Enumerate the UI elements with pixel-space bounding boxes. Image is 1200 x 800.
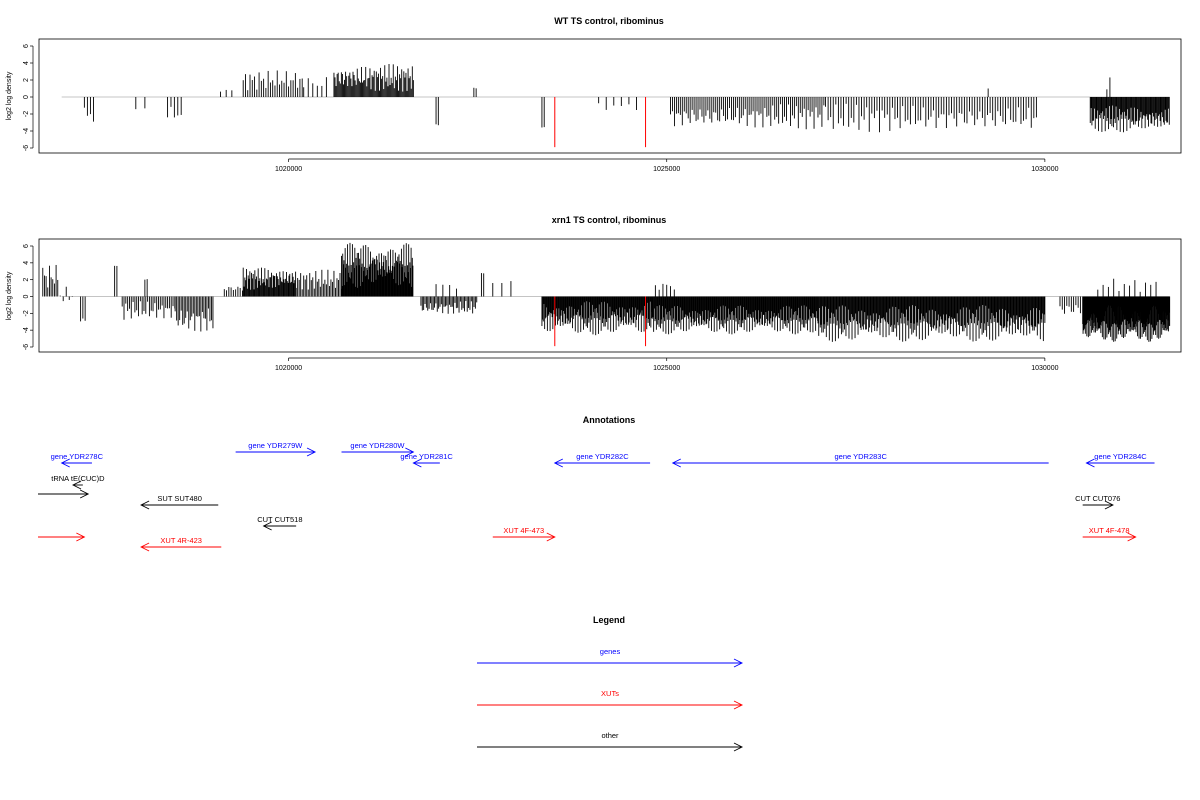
annotation-label: gene YDR281C <box>400 452 453 461</box>
wt-x-tick-label: 1025000 <box>653 166 680 173</box>
annotation-label: XUT 4F-478 <box>1089 526 1130 535</box>
wt-y-axis-label: log2 log density <box>6 71 13 120</box>
xrn1-y-tick-label: 0 <box>23 294 30 298</box>
xrn1-x-tick-label: 1030000 <box>1031 365 1058 372</box>
annotation-arrowhead <box>546 532 556 542</box>
annotation-feature: gene YDR279W <box>235 441 317 457</box>
annotation-feature: XUT 4F-478 <box>1082 526 1137 542</box>
annotation-label: gene YDR282C <box>576 452 629 461</box>
wt-y-tick-label: -6 <box>23 145 30 151</box>
annotation-arrowhead <box>405 447 415 457</box>
legend-item: genes <box>477 647 744 668</box>
annotation-feature: gene YDR283C <box>671 452 1049 468</box>
wt-y-axis: 6 4 2 0 -2 -4 -6 <box>23 44 34 151</box>
legend-item: XUTs <box>477 689 744 710</box>
annotation-label: XUT 4R-423 <box>160 536 202 545</box>
xrn1-y-axis: 6 4 2 0 -2 -4 -6 <box>23 244 34 350</box>
legend-item-label: genes <box>600 647 621 656</box>
annotation-arrowhead <box>72 480 82 490</box>
wt-plot-frame <box>38 38 1182 154</box>
legend-arrowhead <box>733 700 744 710</box>
annotation-arrowhead <box>1127 532 1137 542</box>
wt-y-tick-label: 2 <box>23 78 30 82</box>
annotation-label: gene YDR279W <box>248 441 303 450</box>
xrn1-y-tick-label: -4 <box>23 327 30 333</box>
annotation-feature: gene YDR280W <box>341 441 415 457</box>
annotation-feature: XUT 4R-423 <box>140 536 222 552</box>
legend-items: genes XUTs other <box>477 647 744 752</box>
annotation-features: gene YDR278C gene YDR279W gene YDR280W gene… <box>38 441 1155 552</box>
xrn1-x-tick-label: 1020000 <box>275 365 302 372</box>
annotation-arrowhead <box>1085 458 1095 468</box>
xrn1-y-tick-label: 4 <box>23 261 30 265</box>
annotations-title: Annotations <box>583 415 636 425</box>
wt-density-panel: WT TS control, ribominus log2 log densit… <box>6 16 1182 173</box>
annotation-feature <box>38 532 86 542</box>
wt-y-tick-label: 4 <box>23 61 30 65</box>
annotation-label: gene YDR278C <box>51 452 104 461</box>
wt-y-tick-label: 0 <box>23 95 30 99</box>
wt-y-tick-label: -2 <box>23 111 30 117</box>
annotation-feature: gene YDR278C <box>51 452 104 468</box>
xrn1-y-axis-label: log2 log density <box>6 271 13 320</box>
legend-title: Legend <box>593 615 625 625</box>
annotation-arrowhead <box>140 500 150 510</box>
legend-arrowhead <box>733 658 744 668</box>
annotation-feature: gene YDR282C <box>553 452 651 468</box>
annotation-feature: gene YDR284C <box>1085 452 1155 468</box>
xrn1-y-tick-label: -6 <box>23 344 30 350</box>
annotation-feature: CUT CUT076 <box>1075 494 1120 510</box>
wt-x-axis: 1020000 1025000 1030000 <box>275 158 1059 173</box>
xrn1-panel-title: xrn1 TS control, ribominus <box>552 215 667 225</box>
annotation-arrowhead <box>262 521 272 531</box>
annotation-arrowhead <box>60 458 70 468</box>
annotation-feature: XUT 4F-473 <box>492 526 556 542</box>
wt-panel-title: WT TS control, ribominus <box>554 16 664 26</box>
annotation-label: XUT 4F-473 <box>503 526 544 535</box>
annotation-label: gene YDR283C <box>835 452 888 461</box>
annotation-label: CUT CUT518 <box>257 515 302 524</box>
xrn1-plot-frame <box>38 238 1182 353</box>
annotation-arrowhead <box>76 532 86 542</box>
wt-density-bars <box>61 63 1170 148</box>
wt-x-tick-label: 1030000 <box>1031 166 1058 173</box>
legend-arrowhead <box>733 742 744 752</box>
annotation-label: gene YDR284C <box>1094 452 1147 461</box>
annotation-arrowhead <box>306 447 317 457</box>
xrn1-y-tick-label: 6 <box>23 244 30 248</box>
legend-panel: Legend genes XUTs other <box>477 615 744 752</box>
legend-item-label: other <box>601 731 619 740</box>
annotation-arrowhead <box>412 458 422 468</box>
wt-y-tick-label: -4 <box>23 128 30 134</box>
annotation-label: gene YDR280W <box>350 441 405 450</box>
xrn1-density-bars <box>42 242 1171 347</box>
wt-x-tick-label: 1020000 <box>275 166 302 173</box>
annotation-arrowhead <box>79 489 90 499</box>
annotation-arrowhead <box>140 542 150 552</box>
annotation-feature <box>38 489 90 499</box>
xrn1-y-tick-label: -2 <box>23 310 30 316</box>
wt-y-tick-label: 6 <box>23 44 30 48</box>
xrn1-x-tick-label: 1025000 <box>653 365 680 372</box>
annotation-feature: SUT SUT480 <box>140 494 219 510</box>
annotation-arrowhead <box>1104 500 1114 510</box>
xrn1-y-tick-label: 2 <box>23 278 30 282</box>
annotation-feature: tRNA tE(CUC)D <box>51 474 105 490</box>
annotation-feature: gene YDR281C <box>400 452 453 468</box>
annotation-label: SUT SUT480 <box>157 494 201 503</box>
annotation-label: tRNA tE(CUC)D <box>51 474 105 483</box>
annotation-arrowhead <box>671 458 681 468</box>
xrn1-x-axis: 1020000 1025000 1030000 <box>275 357 1059 372</box>
legend-item: other <box>477 731 744 752</box>
xrn1-density-panel: xrn1 TS control, ribominus log2 log dens… <box>6 215 1182 372</box>
legend-item-label: XUTs <box>601 689 619 698</box>
annotation-feature: CUT CUT518 <box>257 515 303 531</box>
annotation-arrowhead <box>553 458 563 468</box>
annotation-label: CUT CUT076 <box>1075 494 1120 503</box>
